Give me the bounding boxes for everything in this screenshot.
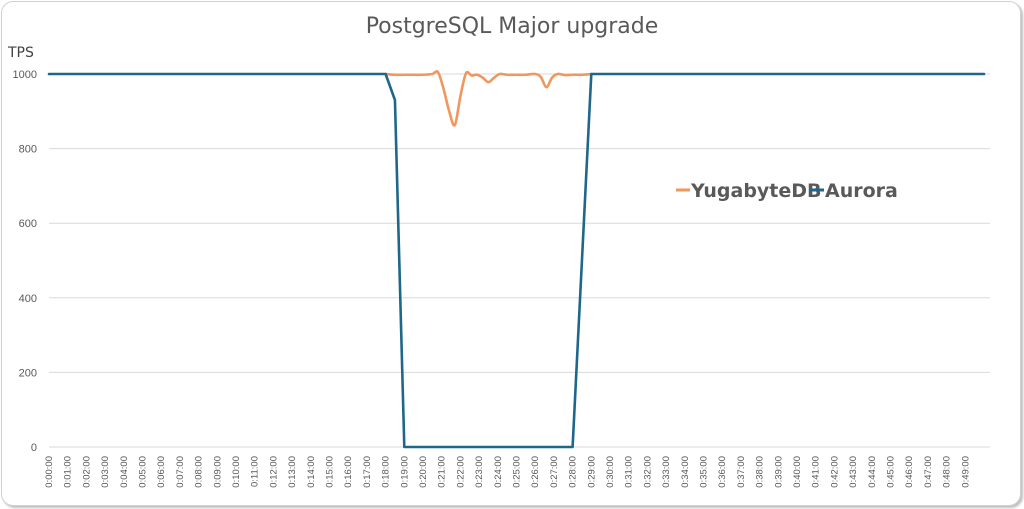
x-tick-label: 0:16:00 xyxy=(343,456,354,488)
y-tick-label: 0 xyxy=(31,442,37,454)
x-tick-label: 0:30:00 xyxy=(605,456,616,488)
series-lines xyxy=(47,70,986,449)
legend-label: Aurora xyxy=(825,180,898,202)
x-tick-label: 0:13:00 xyxy=(287,456,298,488)
x-tick-label: 0:01:00 xyxy=(63,456,74,488)
x-tick-label: 0:46:00 xyxy=(904,456,915,488)
x-tick-label: 0:34:00 xyxy=(680,456,691,488)
x-axis-ticks: 0:00:00 0:01:00 0:02:00 0:03:00 0:04:00 0:05:… xyxy=(44,456,971,488)
x-tick-label: 0:27:00 xyxy=(549,456,560,488)
y-axis-ticks: 0 200 400 600 800 1000 xyxy=(13,69,37,454)
y-tick-label: 1000 xyxy=(13,69,37,81)
series-line-aurora xyxy=(47,72,986,449)
x-tick-label: 0:03:00 xyxy=(100,456,111,488)
x-tick-label: 0:24:00 xyxy=(493,456,504,488)
x-tick-label: 0:21:00 xyxy=(437,456,448,488)
x-tick-label: 0:31:00 xyxy=(624,456,635,488)
y-tick-label: 200 xyxy=(19,367,37,379)
x-tick-label: 0:33:00 xyxy=(661,456,672,488)
x-tick-label: 0:42:00 xyxy=(829,456,840,488)
x-tick-label: 0:19:00 xyxy=(399,456,410,488)
x-tick-label: 0:12:00 xyxy=(268,456,279,488)
x-tick-label: 0:43:00 xyxy=(848,456,859,488)
series-line-yugabytedb xyxy=(384,70,593,127)
x-tick-label: 0:08:00 xyxy=(194,456,205,488)
x-tick-label: 0:47:00 xyxy=(923,456,934,488)
x-tick-label: 0:06:00 xyxy=(156,456,167,488)
x-tick-label: 0:45:00 xyxy=(886,456,897,488)
legend: YugabyteDB Aurora xyxy=(676,180,898,202)
y-tick-label: 600 xyxy=(19,218,37,230)
x-tick-label: 0:18:00 xyxy=(381,456,392,488)
x-tick-label: 0:38:00 xyxy=(755,456,766,488)
x-tick-label: 0:23:00 xyxy=(474,456,485,488)
x-tick-label: 0:17:00 xyxy=(362,456,373,488)
x-tick-label: 0:41:00 xyxy=(811,456,822,488)
x-tick-label: 0:22:00 xyxy=(455,456,466,488)
x-tick-label: 0:11:00 xyxy=(250,456,261,487)
x-tick-label: 0:09:00 xyxy=(212,456,223,488)
x-tick-label: 0:39:00 xyxy=(773,456,784,488)
x-tick-label: 0:00:00 xyxy=(44,456,55,488)
x-tick-label: 0:04:00 xyxy=(119,456,130,488)
x-tick-label: 0:28:00 xyxy=(568,456,579,488)
x-tick-label: 0:49:00 xyxy=(960,456,971,488)
legend-label: YugabyteDB xyxy=(690,180,822,202)
x-tick-label: 0:20:00 xyxy=(418,456,429,488)
x-tick-label: 0:14:00 xyxy=(306,456,317,488)
x-tick-label: 0:26:00 xyxy=(530,456,541,488)
x-tick-label: 0:37:00 xyxy=(736,456,747,488)
x-tick-label: 0:07:00 xyxy=(175,456,186,488)
chart-title: PostgreSQL Major upgrade xyxy=(366,14,659,39)
y-tick-label: 800 xyxy=(19,144,37,156)
x-tick-label: 0:05:00 xyxy=(138,456,149,488)
x-tick-label: 0:35:00 xyxy=(699,456,710,488)
x-tick-label: 0:36:00 xyxy=(717,456,728,488)
x-tick-label: 0:48:00 xyxy=(942,456,953,488)
y-tick-label: 400 xyxy=(19,293,37,305)
gridlines xyxy=(49,73,990,448)
x-tick-label: 0:29:00 xyxy=(586,456,597,488)
x-tick-label: 0:02:00 xyxy=(81,456,92,488)
x-tick-label: 0:44:00 xyxy=(867,456,878,488)
x-tick-label: 0:40:00 xyxy=(792,456,803,488)
y-axis-title: TPS xyxy=(7,45,34,61)
x-tick-label: 0:25:00 xyxy=(512,456,523,488)
x-tick-label: 0:10:00 xyxy=(231,456,242,488)
x-tick-label: 0:32:00 xyxy=(642,456,653,488)
x-tick-label: 0:15:00 xyxy=(325,456,336,488)
